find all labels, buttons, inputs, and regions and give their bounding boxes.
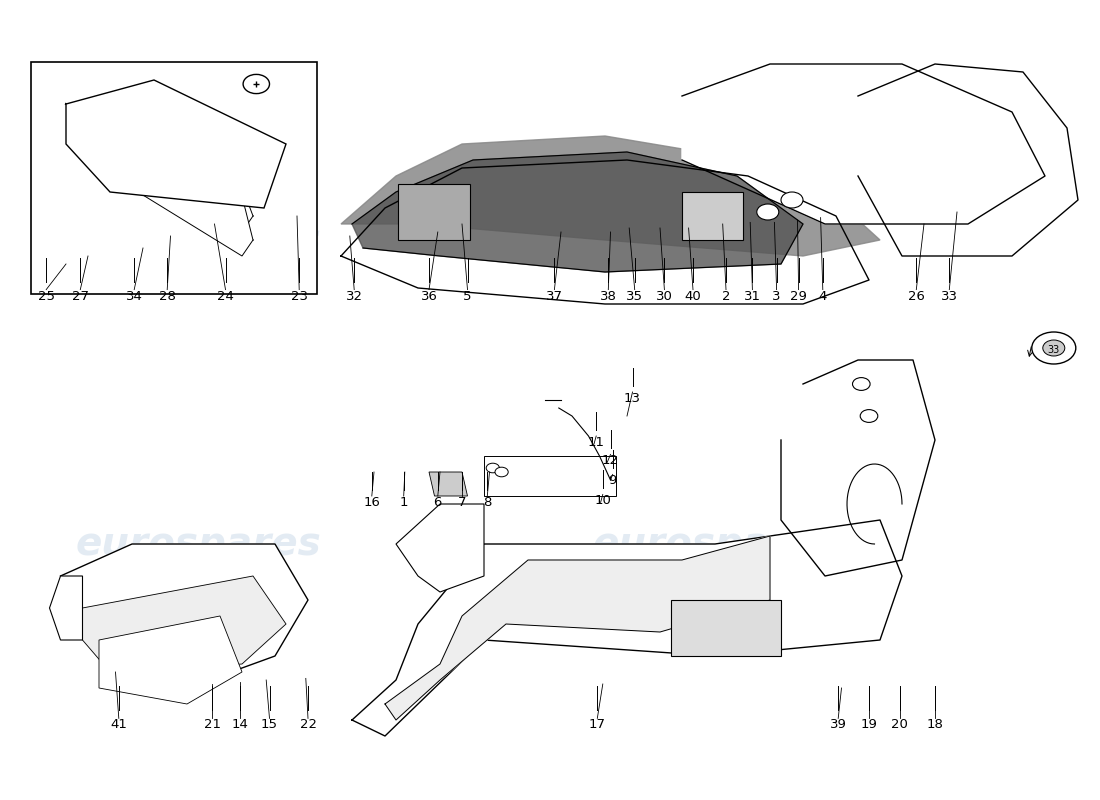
Text: 6: 6: [433, 496, 442, 509]
Text: 7: 7: [458, 496, 466, 509]
Circle shape: [495, 467, 508, 477]
Circle shape: [852, 378, 870, 390]
Circle shape: [243, 74, 270, 94]
Bar: [682, 192, 742, 240]
Polygon shape: [484, 456, 616, 496]
Text: 2: 2: [722, 290, 730, 302]
Polygon shape: [396, 504, 484, 592]
Circle shape: [860, 410, 878, 422]
Text: 8: 8: [483, 496, 492, 509]
Text: 33: 33: [1047, 345, 1060, 354]
Text: 31: 31: [744, 290, 761, 302]
Text: 1: 1: [399, 496, 408, 509]
Polygon shape: [66, 80, 286, 208]
Text: 36: 36: [420, 290, 438, 302]
Text: 25: 25: [37, 290, 55, 302]
Polygon shape: [352, 520, 902, 736]
Text: eurospares: eurospares: [75, 221, 321, 259]
Polygon shape: [50, 576, 82, 640]
Text: 12: 12: [602, 454, 619, 467]
Text: 18: 18: [926, 718, 944, 731]
Text: 24: 24: [217, 290, 234, 302]
Text: 29: 29: [790, 290, 807, 302]
Text: 10: 10: [594, 494, 612, 507]
Text: 23: 23: [290, 290, 308, 302]
Text: 37: 37: [546, 290, 563, 302]
Text: eurospares: eurospares: [75, 525, 321, 563]
Circle shape: [486, 463, 499, 473]
Text: 13: 13: [624, 392, 641, 405]
Circle shape: [781, 192, 803, 208]
Circle shape: [1032, 332, 1076, 364]
Polygon shape: [99, 616, 242, 704]
Text: 11: 11: [587, 436, 605, 449]
Polygon shape: [341, 160, 869, 304]
Text: 39: 39: [829, 718, 847, 731]
FancyBboxPatch shape: [31, 62, 317, 294]
Polygon shape: [82, 576, 286, 672]
Text: 16: 16: [363, 496, 381, 509]
Text: 4: 4: [818, 290, 827, 302]
Polygon shape: [99, 152, 253, 256]
Polygon shape: [341, 136, 880, 256]
Text: 38: 38: [600, 290, 617, 302]
Text: 41: 41: [110, 718, 128, 731]
Text: 40: 40: [684, 290, 702, 302]
Text: 3: 3: [772, 290, 781, 302]
Polygon shape: [352, 152, 803, 272]
Polygon shape: [858, 64, 1078, 256]
Text: 21: 21: [204, 718, 221, 731]
Text: 17: 17: [588, 718, 606, 731]
Polygon shape: [88, 128, 253, 232]
Polygon shape: [781, 360, 935, 576]
Circle shape: [1043, 340, 1065, 356]
Text: 9: 9: [608, 474, 617, 487]
Polygon shape: [429, 472, 468, 496]
Text: 35: 35: [626, 290, 644, 302]
Text: 32: 32: [345, 290, 363, 302]
Text: 22: 22: [299, 718, 317, 731]
Polygon shape: [60, 544, 308, 680]
Text: eurospares: eurospares: [592, 221, 838, 259]
Text: 5: 5: [463, 290, 472, 302]
Polygon shape: [385, 536, 770, 720]
Bar: [671, 600, 781, 656]
Circle shape: [757, 204, 779, 220]
Text: 30: 30: [656, 290, 673, 302]
Text: 28: 28: [158, 290, 176, 302]
Polygon shape: [682, 64, 1045, 224]
Text: eurospares: eurospares: [592, 525, 838, 563]
Text: 20: 20: [891, 718, 909, 731]
Text: 15: 15: [261, 718, 278, 731]
Text: 26: 26: [908, 290, 925, 302]
Bar: [398, 184, 470, 240]
Text: 19: 19: [860, 718, 878, 731]
Text: 34: 34: [125, 290, 143, 302]
Text: 33: 33: [940, 290, 958, 302]
Text: 14: 14: [231, 718, 249, 731]
Text: 27: 27: [72, 290, 89, 302]
